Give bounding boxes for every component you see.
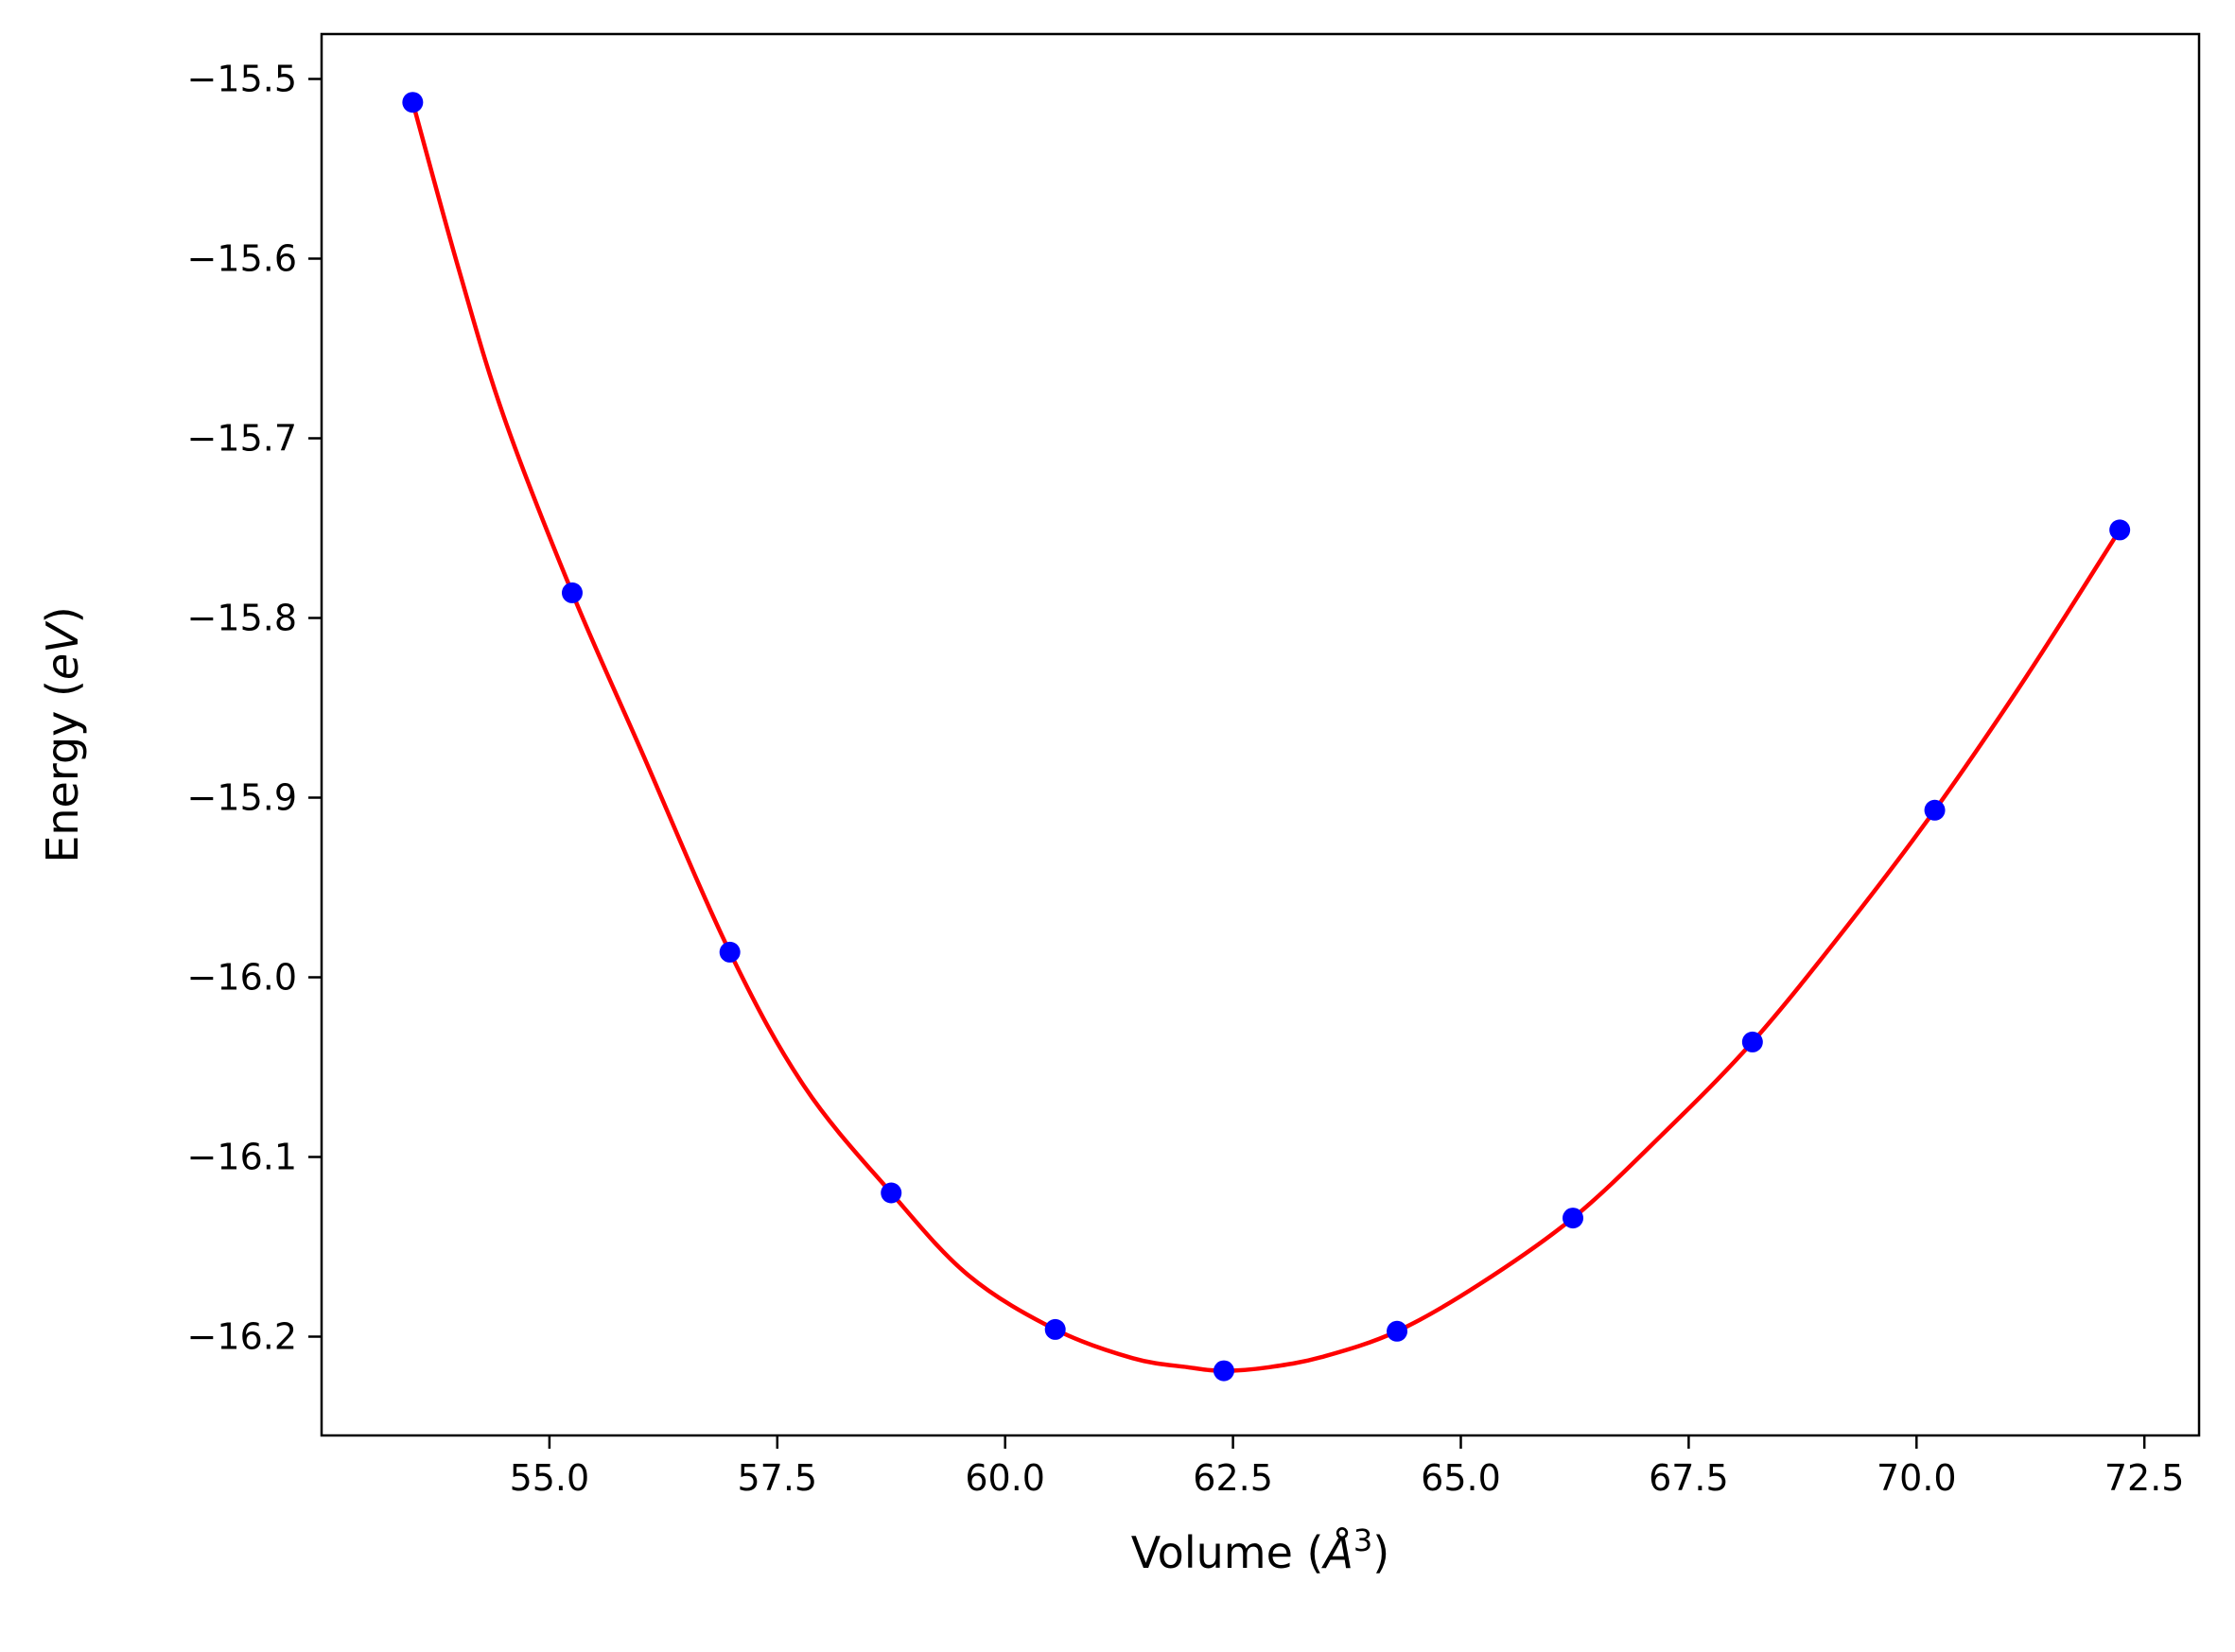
data-point — [1924, 799, 1946, 821]
y-tick-label: −16.0 — [187, 957, 297, 999]
y-tick-label: −15.8 — [187, 598, 297, 639]
x-tick-label: 55.0 — [510, 1457, 590, 1499]
y-axis-label-close: ) — [37, 606, 88, 623]
data-point — [561, 582, 583, 603]
y-axis-label-unit: eV — [37, 620, 88, 680]
x-tick-label: 57.5 — [737, 1457, 817, 1499]
x-tick-label: 72.5 — [2104, 1457, 2185, 1499]
data-point — [1213, 1360, 1234, 1382]
x-tick-label: 62.5 — [1193, 1457, 1273, 1499]
data-point — [881, 1182, 902, 1204]
x-tick-label: 65.0 — [1421, 1457, 1501, 1499]
fit-curve-line — [410, 101, 2122, 1373]
x-axis-label-close: ) — [1372, 1527, 1389, 1578]
x-axis-label: Volume (Å3) — [1131, 1522, 1389, 1578]
x-tick-label: 70.0 — [1877, 1457, 1957, 1499]
y-tick-label: −15.9 — [187, 777, 297, 819]
data-point — [1741, 1031, 1763, 1052]
data-point — [1563, 1208, 1584, 1229]
x-axis-label-text: Volume ( — [1131, 1527, 1324, 1578]
y-tick-label: −16.2 — [187, 1316, 297, 1358]
y-tick-label: −16.1 — [187, 1137, 297, 1178]
data-point — [2109, 519, 2131, 541]
x-tick-label: 67.5 — [1649, 1457, 1729, 1499]
data-point — [1044, 1318, 1066, 1340]
x-axis-label-exponent: 3 — [1353, 1522, 1372, 1558]
x-axis-ticks: 55.0 57.5 60.0 62.5 65.0 67.5 70.0 72.5 — [510, 1435, 2185, 1499]
y-tick-label: −15.6 — [187, 238, 297, 280]
x-axis-label-unit: Å — [1320, 1527, 1353, 1578]
data-point — [719, 941, 741, 963]
y-tick-label: −15.7 — [187, 418, 297, 460]
series-layer — [402, 92, 2131, 1382]
data-point — [402, 92, 424, 113]
x-tick-label: 60.0 — [965, 1457, 1045, 1499]
data-point — [1387, 1320, 1408, 1342]
plot-frame — [320, 32, 2201, 1437]
y-axis-ticks: −15.5 −15.6 −15.7 −15.8 −15.9 −16.0 −16.1 −16.2 — [187, 59, 322, 1358]
y-axis-label: Energy (eV) — [37, 606, 88, 862]
y-axis-label-text: Energy ( — [37, 680, 88, 863]
y-tick-label: −15.5 — [187, 59, 297, 100]
